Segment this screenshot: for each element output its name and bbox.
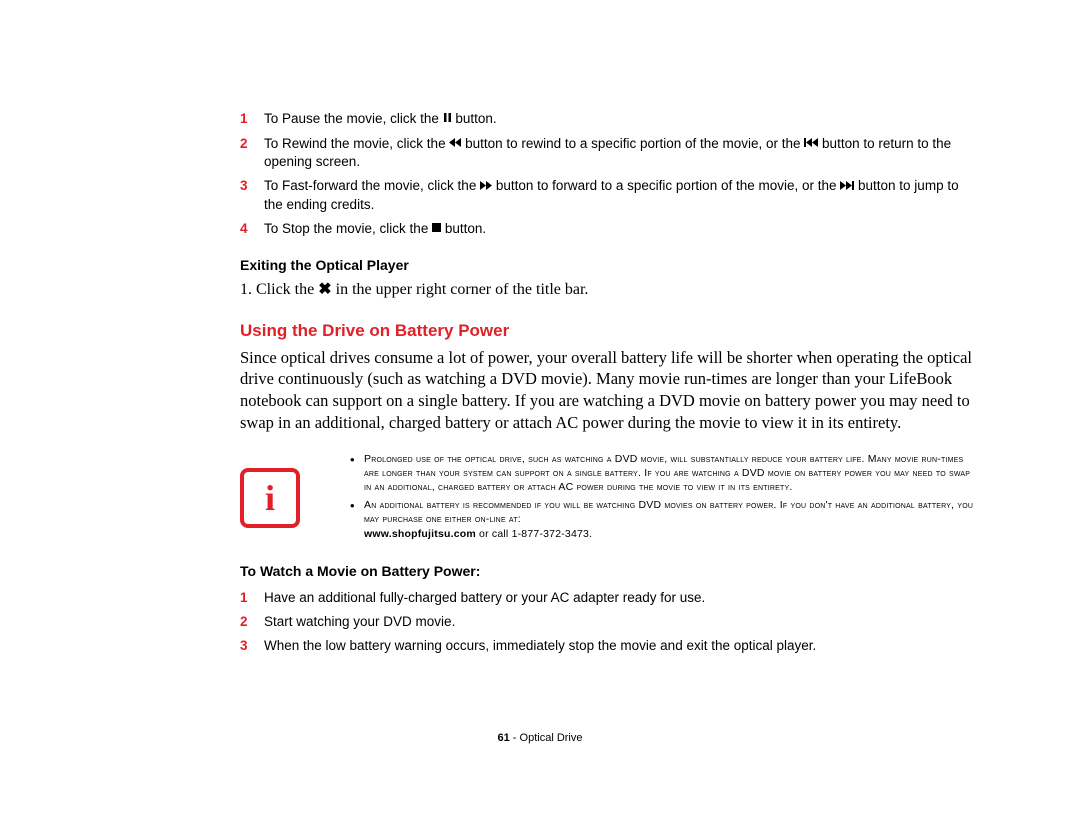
step-row: 1 To Pause the movie, click the button. [240, 110, 980, 129]
bullet-item: • An additional battery is recommended i… [350, 498, 980, 541]
document-page: 1 To Pause the movie, click the button. … [0, 0, 1080, 655]
pause-icon [443, 109, 452, 127]
step-text: To Rewind the movie, click the button to… [264, 135, 980, 172]
info-callout: i • Prolonged use of the optical drive, … [240, 452, 980, 545]
step-row: 3 When the low battery warning occurs, i… [240, 637, 980, 655]
step-text: When the low battery warning occurs, imm… [264, 637, 980, 655]
step-row: 1 Have an additional fully-charged batte… [240, 589, 980, 607]
fast-forward-icon [480, 177, 492, 195]
watch-heading: To Watch a Movie on Battery Power: [240, 563, 980, 579]
step-number: 1 [240, 589, 264, 607]
bullet-item: • Prolonged use of the optical drive, su… [350, 452, 980, 495]
step-row: 2 To Rewind the movie, click the button … [240, 135, 980, 172]
rewind-icon [449, 134, 461, 152]
step-number: 2 [240, 135, 264, 172]
watch-steps-list: 1 Have an additional fully-charged batte… [240, 589, 980, 656]
step-text: Start watching your DVD movie. [264, 613, 980, 631]
step-number: 1 [240, 110, 264, 129]
info-icon: i [240, 468, 300, 528]
step-row: 4 To Stop the movie, click the button. [240, 220, 980, 239]
stop-icon [432, 219, 441, 237]
step-number: 2 [240, 613, 264, 631]
exit-step: 1. Click the ✖ in the upper right corner… [240, 279, 980, 299]
step-number: 4 [240, 220, 264, 239]
step-row: 3 To Fast-forward the movie, click the b… [240, 177, 980, 214]
playback-steps-list: 1 To Pause the movie, click the button. … [240, 110, 980, 239]
info-bullets: • Prolonged use of the optical drive, su… [350, 452, 980, 545]
step-number: 3 [240, 177, 264, 214]
step-number: 3 [240, 637, 264, 655]
exit-heading: Exiting the Optical Player [240, 257, 980, 273]
step-text: To Fast-forward the movie, click the but… [264, 177, 980, 214]
step-row: 2 Start watching your DVD movie. [240, 613, 980, 631]
step-text: Have an additional fully-charged battery… [264, 589, 980, 607]
step-text: To Pause the movie, click the button. [264, 110, 980, 129]
close-icon: ✖ [318, 281, 331, 298]
page-footer: 61 - Optical Drive [0, 732, 1080, 744]
body-paragraph: Since optical drives consume a lot of po… [240, 347, 980, 434]
battery-heading: Using the Drive on Battery Power [240, 321, 980, 341]
step-text: To Stop the movie, click the button. [264, 220, 980, 239]
skip-forward-icon [840, 177, 854, 195]
skip-back-icon [804, 134, 818, 152]
